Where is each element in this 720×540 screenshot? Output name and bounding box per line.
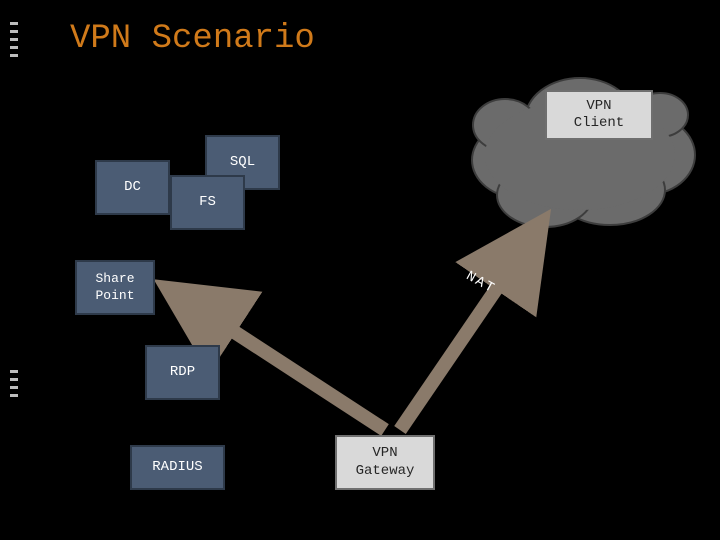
node-radius: RADIUS — [130, 445, 225, 490]
node-label: SQL — [230, 154, 255, 172]
node-label: DC — [124, 179, 141, 197]
node-fs: FS — [170, 175, 245, 230]
slide-edge-rule-bottom — [10, 370, 18, 400]
node-rdp: RDP — [145, 345, 220, 400]
nat-label: NAT — [463, 268, 498, 297]
page-title: VPN Scenario — [70, 20, 315, 58]
node-label: RADIUS — [152, 459, 202, 477]
node-label: RDP — [170, 364, 195, 382]
slide-edge-rule-top — [10, 22, 18, 62]
slide: VPN Scenario NAT — [0, 0, 720, 540]
node-label: FS — [199, 194, 216, 212]
node-dc: DC — [95, 160, 170, 215]
cloud-icon — [460, 60, 700, 230]
node-label: Share Point — [95, 271, 134, 304]
node-vpn-gateway: VPN Gateway — [335, 435, 435, 490]
node-vpn-client: VPN Client — [545, 90, 653, 140]
node-label: VPN Gateway — [356, 445, 415, 480]
node-sharepoint: Share Point — [75, 260, 155, 315]
node-label: VPN Client — [574, 98, 624, 133]
